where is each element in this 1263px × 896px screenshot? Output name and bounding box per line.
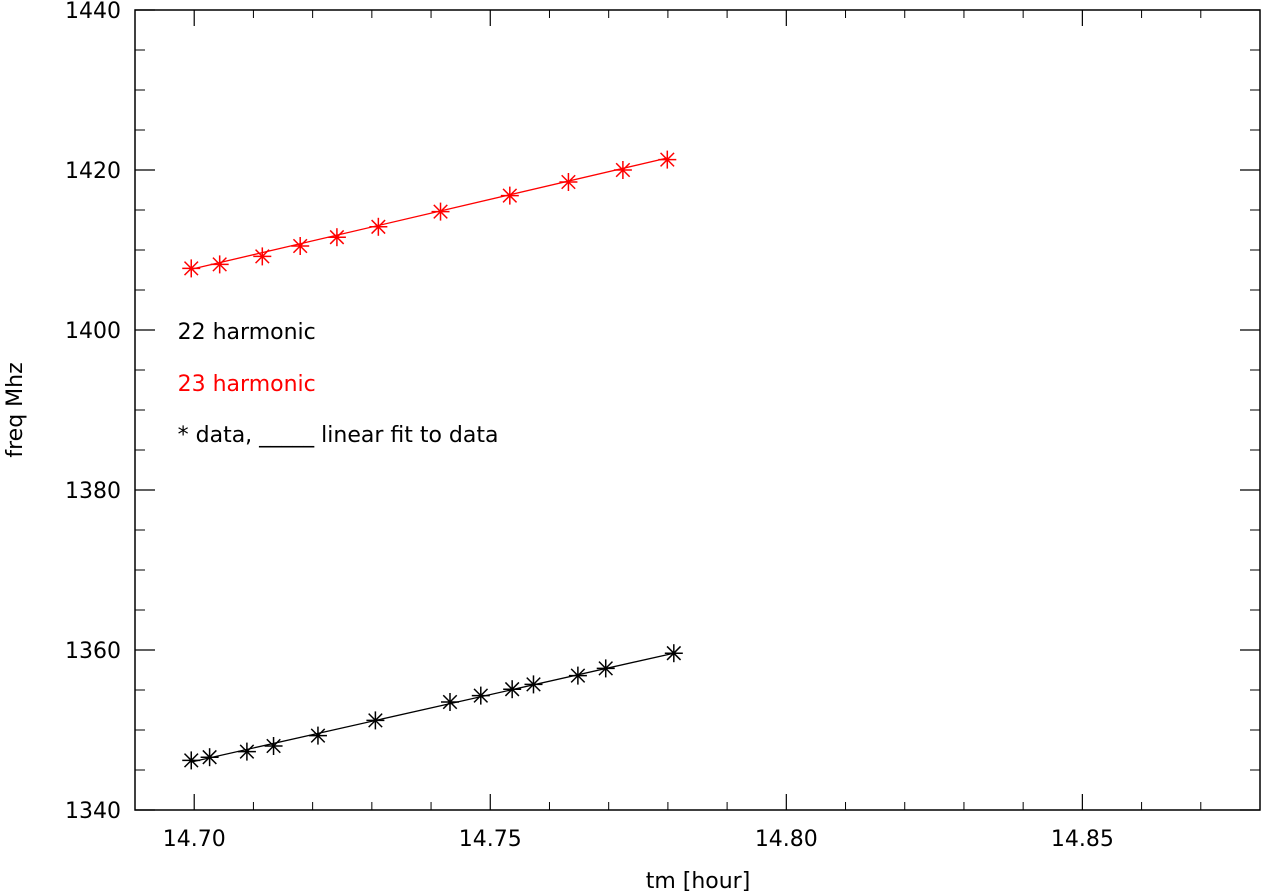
y-tick-label: 1440 xyxy=(65,0,121,24)
data-point xyxy=(596,659,615,678)
data-point xyxy=(658,150,677,169)
annotation-3: * data, _____ linear fit to data xyxy=(178,423,499,448)
series-2 xyxy=(182,150,677,278)
data-point xyxy=(524,675,543,694)
data-point xyxy=(182,259,201,278)
x-tick-label: 14.70 xyxy=(163,827,226,852)
x-tick-label: 14.75 xyxy=(459,827,522,852)
data-point xyxy=(503,680,522,699)
data-point xyxy=(291,237,310,255)
y-axis-title: freq Mhz xyxy=(3,362,28,457)
data-point xyxy=(613,161,632,179)
annotation-1: 22 harmonic xyxy=(178,320,316,345)
data-point xyxy=(500,186,519,205)
data-point xyxy=(308,726,327,745)
annotation-2: 23 harmonic xyxy=(178,372,316,397)
x-tick-label: 14.80 xyxy=(755,827,818,852)
data-point xyxy=(431,202,450,221)
y-tick-label: 1380 xyxy=(65,479,121,504)
data-point xyxy=(568,666,587,685)
data-point xyxy=(471,686,490,705)
y-tick-label: 1420 xyxy=(65,159,121,184)
series-1 xyxy=(182,644,683,770)
y-tick-label: 1360 xyxy=(65,639,121,664)
data-point xyxy=(559,173,578,191)
series-layer xyxy=(182,150,683,770)
x-axis-title: tm [hour] xyxy=(646,869,751,894)
y-tick-label: 1340 xyxy=(65,799,121,824)
x-tick-label: 14.85 xyxy=(1051,827,1114,852)
fit-line xyxy=(191,157,668,270)
data-point xyxy=(237,742,256,761)
data-point xyxy=(441,693,459,711)
data-point xyxy=(366,711,385,730)
data-point xyxy=(253,247,272,266)
axis-ticks xyxy=(134,9,1261,811)
data-point xyxy=(182,751,201,770)
axis-tick-labels: 14.70 14.75 14.80 14.85 1340 1360 1380 1400 1420… xyxy=(65,0,1114,852)
data-point xyxy=(327,228,346,247)
data-point xyxy=(664,644,683,663)
fit-line xyxy=(191,652,674,763)
data-point xyxy=(210,255,229,274)
plot-frame xyxy=(134,9,1261,811)
data-point xyxy=(264,737,283,755)
annotations: 22 harmonic 23 harmonic * data, _____ line… xyxy=(178,320,499,448)
data-point xyxy=(369,217,388,236)
y-tick-label: 1400 xyxy=(65,319,121,344)
data-point xyxy=(200,748,219,767)
